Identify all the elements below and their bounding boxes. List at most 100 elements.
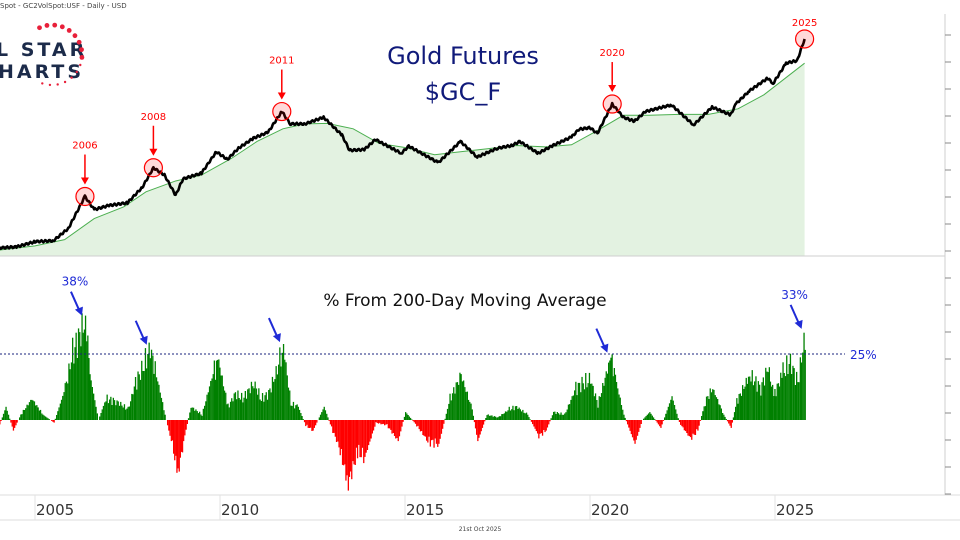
oscillator-bar	[208, 386, 211, 420]
oscillator-bar	[215, 360, 218, 420]
oscillator-bar	[617, 388, 619, 420]
oscillator-bar-group	[527, 414, 539, 434]
oscillator-bar	[527, 414, 529, 420]
oscillator-bar	[386, 420, 388, 425]
oscillator-bar	[15, 420, 17, 426]
oscillator-bar	[331, 420, 333, 427]
oscillator-bar-group	[105, 394, 117, 420]
oscillator-bar	[780, 372, 782, 420]
oscillator-bar	[511, 409, 513, 420]
oscillator-bar	[217, 359, 219, 420]
oscillator-bar	[504, 411, 507, 420]
blue-arrow-icon	[595, 328, 606, 348]
oscillator-bar-group	[471, 409, 478, 435]
oscillator-bar	[305, 420, 307, 427]
oscillator-bar	[591, 383, 593, 420]
oscillator-bar-group	[789, 353, 798, 420]
star	[70, 76, 73, 79]
oscillator-bar	[339, 420, 341, 456]
oscillator-bar	[438, 420, 440, 444]
oscillator-bar	[183, 420, 185, 442]
oscillator-bar	[604, 377, 606, 420]
oscillator-bar	[150, 349, 153, 420]
oscillator-bar	[143, 371, 145, 420]
oscillator-bar	[107, 403, 110, 420]
oscillator-bar	[763, 385, 766, 420]
source-line: Spot - GC2VolSpot:USF - Daily - USD	[0, 2, 127, 10]
peak-circle	[75, 186, 95, 207]
oscillator-bar	[581, 376, 583, 420]
oscillator-bar	[691, 420, 693, 440]
oscillator-bar	[131, 393, 133, 420]
oscillator-bar	[429, 420, 431, 447]
oscillator-bar	[16, 420, 18, 423]
oscillator-bar	[168, 420, 170, 431]
price-panel: 2006 2008 2011 2020 2025	[0, 18, 817, 256]
oscillator-bar-group	[305, 420, 313, 431]
arrowhead-icon	[608, 85, 617, 93]
oscillator-bar	[382, 420, 385, 424]
oscillator-bar	[453, 387, 455, 420]
oscillator-bar	[369, 420, 371, 442]
oscillator-bar	[766, 371, 768, 420]
arrowhead-icon	[139, 335, 148, 345]
chart-title: Gold Futures	[387, 42, 539, 70]
oscillator-bar	[738, 394, 740, 420]
oscillator-bar-group	[615, 382, 624, 420]
oscillator-bar	[364, 420, 366, 457]
oscillator-bar	[343, 420, 345, 466]
oscillator-bar	[624, 417, 626, 420]
oscillator-bar	[773, 396, 775, 420]
oscillator-bar	[590, 383, 592, 420]
oscillator-bar	[368, 420, 370, 446]
oscillator-bar	[334, 420, 336, 437]
oscillator-bar	[443, 420, 445, 424]
oscillator-bar	[772, 384, 774, 420]
oscillator-bar	[446, 408, 449, 420]
oscillator-bar	[747, 376, 750, 420]
oscillator-bar	[742, 385, 744, 420]
oscillator-bar	[618, 394, 620, 420]
oscillator-bar	[731, 420, 733, 423]
x-axis: 2005 2010 2015 2020 2025	[34, 34, 951, 520]
oscillator-bar	[52, 420, 54, 422]
oscillator-bar	[705, 396, 708, 420]
oscillator-bar-group	[5, 406, 13, 427]
oscillator-bar	[597, 407, 599, 420]
oscillator-bar	[678, 420, 681, 422]
oscillator-bar	[401, 420, 403, 427]
oscillator-bar	[51, 420, 53, 421]
oscillator-bar	[701, 416, 703, 420]
oscillator-bar	[102, 405, 105, 420]
oscillator-bar	[517, 409, 519, 420]
oscillator-bar-group	[460, 374, 472, 420]
oscillator-bar	[355, 420, 357, 448]
oscillator-bar	[207, 392, 209, 420]
oscillator-bar	[528, 417, 530, 420]
oscillator-bar	[360, 420, 362, 458]
oscillator-bar	[274, 379, 276, 420]
oscillator-bar	[688, 420, 690, 437]
oscillator-bar	[74, 347, 76, 420]
oscillator-bar	[7, 414, 10, 420]
oscillator-bar	[47, 418, 49, 420]
oscillator-bar	[389, 420, 391, 429]
oscillator-bar	[709, 388, 711, 420]
oscillator-bar	[326, 413, 328, 420]
oscillator-bar	[153, 373, 155, 420]
oscillator-bar	[648, 413, 650, 420]
oscillator-bar	[238, 398, 240, 420]
oscillator-bar	[126, 408, 128, 420]
oscillator-bar	[413, 420, 415, 423]
oscillator-bar	[541, 420, 544, 436]
oscillator-bar	[560, 412, 562, 420]
oscillator-bar	[73, 363, 75, 420]
oscillator-bar	[732, 417, 735, 420]
oscillator-bar	[587, 383, 589, 420]
oscillator-bar	[302, 419, 304, 420]
oscillator-bar	[417, 420, 419, 426]
oscillator-bar	[63, 392, 65, 420]
oscillator-bar	[72, 337, 74, 420]
oscillator-bar	[730, 420, 732, 428]
